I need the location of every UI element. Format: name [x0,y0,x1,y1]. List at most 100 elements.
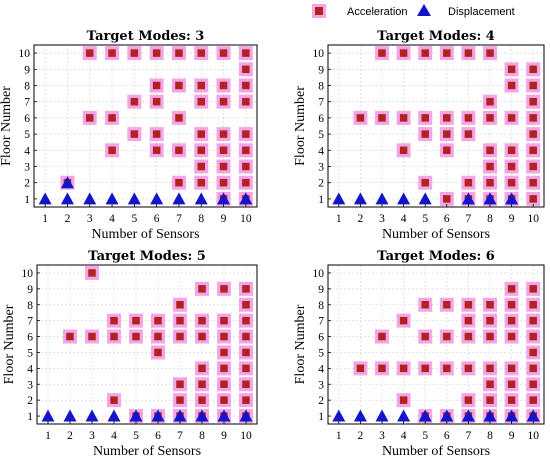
acceleration-point [242,65,250,74]
panel-title: Target Modes: 3 [87,29,205,44]
acceleration-point [378,49,386,57]
y-tick-label: 5 [24,129,30,141]
acceleration-point [154,316,162,325]
y-tick-label: 10 [313,48,325,60]
acceleration-point [507,301,516,309]
acceleration-point [220,380,228,388]
displacement-point [418,192,432,205]
acceleration-point [486,332,494,341]
y-tick-label: 10 [19,48,31,60]
y-tick-label: 4 [27,363,33,375]
y-tick-label: 1 [318,411,324,423]
y-tick-label: 5 [318,129,324,141]
acceleration-point [356,114,365,122]
acceleration-point [175,114,183,122]
acceleration-point [132,332,140,341]
acceleration-point [356,364,365,373]
acceleration-point [197,130,205,138]
displacement-point [375,192,389,205]
acceleration-point [399,316,408,325]
acceleration-point [219,178,228,187]
y-tick-label: 7 [24,97,30,109]
x-tick-label: 4 [109,213,115,225]
acceleration-point [399,396,408,404]
y-tick-label: 9 [318,64,324,76]
acceleration-point [507,178,516,187]
y-tick-label: 2 [318,178,324,190]
x-tick-label: 4 [401,213,407,225]
x-tick-label: 6 [155,430,161,442]
displacement-point [397,409,411,422]
acceleration-point [486,301,494,309]
acceleration-point [152,146,161,155]
acceleration-point [507,146,516,155]
displacement-point [483,409,497,422]
y-tick-label: 2 [27,395,33,407]
plot-frame [327,264,545,425]
panel-2: 1 2 3 4 5 6 7 8 9 10 1 2 3 4 5 6 7 8 9 10 Target Modes: 4 Num… [293,29,545,242]
acceleration-point [197,146,205,155]
legend-acceleration-marker [315,7,323,15]
displacement-point [332,409,346,422]
x-tick-label: 9 [221,430,227,442]
acceleration-point [443,332,451,341]
x-tick-label: 3 [87,213,93,225]
acceleration-point [108,49,116,57]
acceleration-point [443,49,451,57]
y-tick-label: 6 [318,332,324,344]
panel-title: Target Modes: 5 [88,249,206,264]
acceleration-point [175,178,183,187]
displacement-point [353,409,367,422]
y-axis-label: Floor Number [0,86,14,166]
acceleration-point [110,332,118,341]
acceleration-point [242,396,250,404]
panel-title: Target Modes: 4 [377,29,495,44]
x-tick-label: 2 [358,213,364,225]
x-tick-label: 7 [466,213,472,225]
displacement-point [461,192,475,205]
x-tick-label: 5 [133,430,139,442]
displacement-point [194,192,208,205]
x-tick-label: 6 [444,213,450,225]
displacement-point [83,192,97,205]
acceleration-point [507,114,516,122]
acceleration-point [110,396,118,404]
x-tick-label: 10 [240,213,252,225]
legend-displacement-marker [417,4,431,16]
displacement-point [129,409,143,422]
acceleration-point [176,332,184,341]
displacement-point [418,409,432,422]
y-tick-label: 8 [24,81,30,93]
acceleration-point [486,162,494,171]
acceleration-point [198,380,206,388]
acceleration-point [108,114,116,122]
displacement-point [505,409,519,422]
x-tick-label: 1 [45,430,51,442]
acceleration-point [242,348,250,357]
acceleration-point [378,364,386,373]
x-tick-label: 8 [199,430,205,442]
y-tick-label: 3 [318,162,324,174]
displacement-point [483,192,497,205]
acceleration-point [176,316,184,325]
acceleration-point [198,332,206,341]
y-tick-label: 10 [22,268,34,280]
acceleration-point [421,332,429,341]
y-tick-label: 1 [24,194,30,206]
displacement-point [217,192,231,205]
displacement-point [353,192,367,205]
x-tick-label: 1 [336,213,342,225]
acceleration-point [242,285,250,293]
y-tick-label: 8 [27,300,33,312]
acceleration-point [242,316,250,325]
acceleration-point [220,364,228,373]
x-tick-label: 3 [379,430,385,442]
displacement-point [172,192,186,205]
x-tick-label: 6 [444,430,450,442]
acceleration-point [421,301,429,309]
legend: Acceleration Displacement [312,4,515,18]
y-tick-label: 9 [24,64,30,76]
acceleration-point [443,146,451,155]
acceleration-point [197,162,205,171]
y-tick-label: 3 [24,162,30,174]
